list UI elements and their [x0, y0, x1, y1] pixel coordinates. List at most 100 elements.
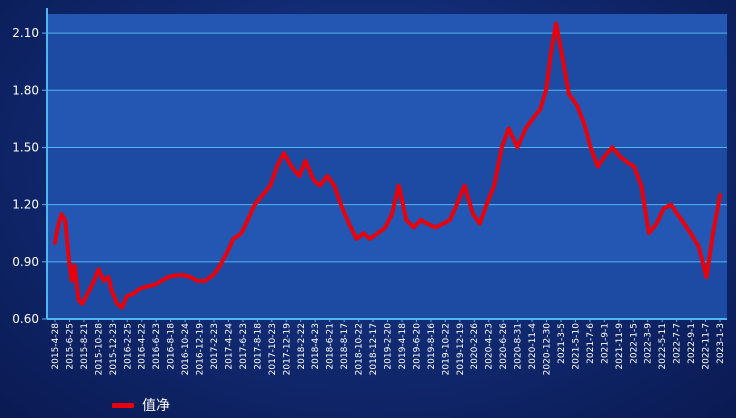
data-point: [682, 222, 686, 226]
x-tick-label: 2022-9-1: [687, 323, 697, 364]
plot-band: [47, 147, 727, 205]
plot-band: [47, 90, 727, 148]
y-tick-label: 1.80: [12, 83, 39, 97]
x-tick-label: 2016-10-24: [181, 323, 191, 376]
y-tick-label: 1.50: [12, 140, 39, 154]
x-tick-label: 2022-7-7: [673, 323, 683, 364]
data-point: [419, 218, 423, 222]
x-tick-label: 2017-6-23: [239, 323, 249, 370]
x-tick-label: 2018-12-17: [369, 323, 379, 375]
x-tick-label: 2020-4-23: [485, 323, 495, 370]
x-tick-label: 2017-4-24: [224, 323, 234, 370]
data-point: [311, 178, 316, 182]
data-point: [462, 184, 466, 188]
x-tick-label: 2016-4-22: [138, 323, 148, 370]
data-point: [544, 88, 548, 92]
legend-swatch: [112, 402, 134, 408]
data-point: [231, 237, 235, 241]
data-point: [376, 231, 380, 235]
data-point: [669, 203, 673, 207]
data-point: [289, 164, 293, 169]
x-tick-label: 2023-1-3: [716, 323, 726, 364]
data-point: [441, 222, 445, 226]
data-point: [425, 222, 429, 226]
data-point: [174, 273, 178, 277]
y-tick-label: 2.10: [12, 26, 39, 40]
data-point: [662, 206, 666, 210]
data-point: [70, 279, 74, 283]
data-point: [138, 286, 142, 291]
x-tick-label: 2018-8-17: [340, 323, 350, 370]
data-point: [596, 164, 600, 169]
data-point: [589, 145, 593, 149]
data-point: [332, 184, 336, 188]
x-tick-label: 2021-5-10: [571, 323, 581, 370]
x-tick-label: 2020-12-30: [543, 323, 553, 376]
x-tick-label: 2019-4-18: [398, 323, 408, 370]
x-tick-label: 2022-5-11: [658, 323, 668, 370]
data-point: [130, 292, 135, 296]
data-point: [67, 256, 71, 260]
data-point: [195, 279, 199, 283]
data-point: [515, 145, 520, 149]
data-point: [115, 302, 119, 306]
data-point: [145, 285, 149, 289]
data-point: [397, 184, 401, 188]
x-tick-label: 2020-11-4: [528, 323, 538, 370]
x-tick-label: 2018-2-22: [297, 323, 307, 370]
y-tick-label: 1.20: [12, 198, 39, 212]
data-point: [404, 218, 408, 222]
data-point: [626, 161, 630, 165]
data-point: [211, 273, 215, 277]
data-point: [80, 302, 84, 306]
data-point: [549, 50, 553, 54]
x-tick-label: 2016-6-23: [152, 323, 162, 370]
data-point: [368, 237, 372, 241]
data-point: [697, 245, 701, 249]
x-tick-label: 2022-11-7: [702, 323, 712, 370]
y-tick-label: 0.60: [12, 312, 39, 326]
data-point: [647, 231, 651, 235]
data-point: [448, 218, 452, 222]
data-point: [125, 294, 129, 298]
data-point: [59, 212, 64, 216]
plot-band: [47, 261, 727, 319]
data-point: [102, 279, 106, 283]
data-point: [507, 126, 511, 130]
data-point: [53, 241, 57, 245]
x-tick-label: 2015-12-23: [109, 323, 119, 375]
x-tick-label: 2019-6-20: [412, 323, 422, 370]
data-point: [297, 174, 301, 178]
data-point: [63, 218, 67, 222]
data-point: [253, 203, 257, 207]
data-point: [260, 193, 265, 197]
data-point: [639, 184, 643, 188]
x-tick-label: 2016-8-18: [167, 323, 177, 370]
data-point: [554, 21, 558, 26]
x-tick-label: 2022-3-9: [644, 323, 654, 364]
x-tick-label: 2016-12-19: [196, 323, 206, 376]
data-point: [96, 267, 100, 271]
data-point: [610, 145, 614, 149]
x-tick-label: 2019-10-22: [441, 323, 451, 375]
x-tick-label: 2019-2-20: [384, 323, 394, 370]
data-point: [110, 288, 114, 292]
plot-band: [47, 204, 727, 262]
data-point: [567, 92, 571, 96]
x-tick-label: 2019-12-19: [456, 323, 466, 376]
data-point: [492, 184, 496, 188]
data-point: [718, 193, 722, 197]
x-tick-label: 2019-8-16: [427, 323, 437, 370]
y-tick-label: 0.90: [12, 255, 39, 269]
x-tick-label: 2015-6-25: [65, 323, 75, 370]
data-point: [106, 275, 111, 279]
x-tick-label: 2021-11-9: [615, 323, 625, 370]
plot-band: [47, 14, 727, 34]
data-point: [689, 231, 693, 235]
data-point: [86, 290, 90, 294]
data-point: [268, 184, 272, 188]
x-tick-label: 2016-2-25: [123, 323, 133, 370]
x-tick-label: 2021-9-1: [600, 323, 610, 364]
data-point: [602, 155, 606, 159]
